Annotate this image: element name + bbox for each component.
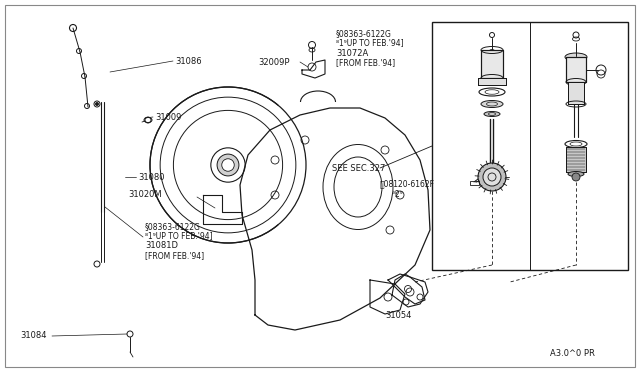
Text: A3.0^0 PR: A3.0^0 PR bbox=[550, 350, 595, 359]
Text: SEE SEC.327: SEE SEC.327 bbox=[332, 164, 385, 173]
Bar bbox=[478, 78, 506, 85]
Text: Ⓑ08120-6162F: Ⓑ08120-6162F bbox=[380, 180, 435, 189]
Bar bbox=[470, 181, 479, 185]
Ellipse shape bbox=[568, 171, 584, 176]
Text: ⁸2⁹: ⁸2⁹ bbox=[393, 189, 404, 199]
Bar bbox=[568, 82, 584, 104]
Bar bbox=[566, 147, 586, 172]
Text: §08363-6122G: §08363-6122G bbox=[145, 222, 201, 231]
Bar bbox=[566, 57, 586, 82]
Text: ⁸1⁹UP TO FEB.'94]: ⁸1⁹UP TO FEB.'94] bbox=[145, 231, 212, 241]
Text: 31072A: 31072A bbox=[336, 48, 368, 58]
Text: 32009P: 32009P bbox=[258, 58, 289, 67]
Text: §08363-6122G: §08363-6122G bbox=[336, 29, 392, 38]
Text: 31084: 31084 bbox=[20, 331, 47, 340]
Text: 31081D: 31081D bbox=[145, 241, 178, 250]
Ellipse shape bbox=[565, 53, 587, 61]
Circle shape bbox=[222, 159, 234, 171]
Bar bbox=[481, 50, 503, 78]
Text: 31054: 31054 bbox=[385, 311, 412, 320]
Text: 31080: 31080 bbox=[138, 173, 164, 182]
Bar bbox=[481, 50, 503, 78]
Circle shape bbox=[217, 154, 239, 176]
Bar bbox=[432, 22, 628, 270]
Bar bbox=[566, 147, 586, 172]
Text: 31020M: 31020M bbox=[128, 189, 162, 199]
Circle shape bbox=[483, 168, 501, 186]
Text: [FROM FEB.'94]: [FROM FEB.'94] bbox=[145, 251, 204, 260]
Circle shape bbox=[95, 103, 99, 106]
Circle shape bbox=[478, 163, 506, 191]
Ellipse shape bbox=[484, 112, 500, 116]
Circle shape bbox=[572, 173, 580, 181]
Text: 31086: 31086 bbox=[175, 57, 202, 65]
Text: ⁸1⁹UP TO FEB.'94]: ⁸1⁹UP TO FEB.'94] bbox=[336, 38, 404, 48]
Text: [FROM FEB.'94]: [FROM FEB.'94] bbox=[336, 58, 395, 67]
Bar bbox=[568, 82, 584, 104]
Ellipse shape bbox=[481, 100, 503, 108]
Bar bbox=[566, 57, 586, 82]
Text: 31009: 31009 bbox=[155, 112, 181, 122]
Bar bbox=[478, 78, 506, 85]
